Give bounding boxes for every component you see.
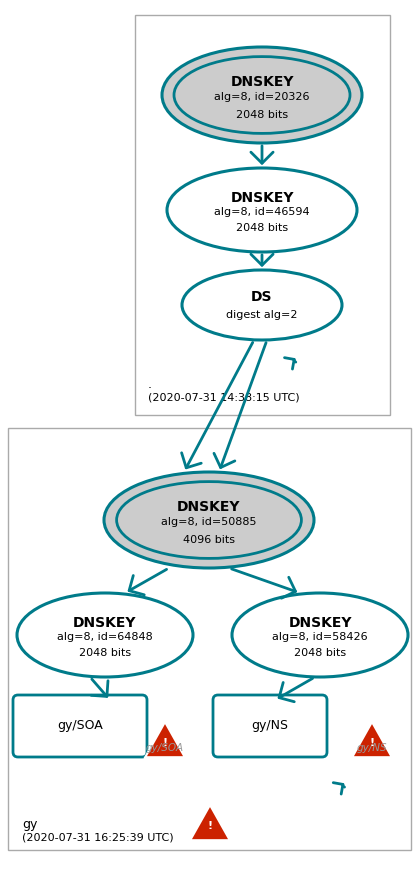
Ellipse shape <box>162 47 362 143</box>
Ellipse shape <box>167 168 357 252</box>
Text: !: ! <box>207 821 212 831</box>
Text: DNSKEY: DNSKEY <box>288 616 352 630</box>
Text: gy/SOA: gy/SOA <box>146 743 184 753</box>
Text: DNSKEY: DNSKEY <box>230 191 294 205</box>
Text: !: ! <box>163 738 168 748</box>
Polygon shape <box>352 722 392 757</box>
Text: (2020-07-31 14:38:15 UTC): (2020-07-31 14:38:15 UTC) <box>148 392 300 402</box>
FancyBboxPatch shape <box>213 695 327 757</box>
Text: 2048 bits: 2048 bits <box>79 647 131 658</box>
Text: 2048 bits: 2048 bits <box>236 222 288 233</box>
Text: .: . <box>148 378 152 391</box>
Text: 4096 bits: 4096 bits <box>183 535 235 545</box>
Ellipse shape <box>174 56 350 134</box>
FancyBboxPatch shape <box>13 695 147 757</box>
Text: alg=8, id=20326: alg=8, id=20326 <box>214 92 310 103</box>
Text: digest alg=2: digest alg=2 <box>226 310 298 320</box>
Ellipse shape <box>232 593 408 677</box>
Ellipse shape <box>116 481 301 559</box>
Ellipse shape <box>17 593 193 677</box>
Text: DNSKEY: DNSKEY <box>230 75 294 89</box>
Text: gy/SOA: gy/SOA <box>57 720 103 733</box>
Ellipse shape <box>104 472 314 568</box>
Text: 2048 bits: 2048 bits <box>236 110 288 120</box>
Text: gy/NS: gy/NS <box>251 720 289 733</box>
FancyBboxPatch shape <box>135 15 390 415</box>
Ellipse shape <box>182 270 342 340</box>
Text: DS: DS <box>251 290 273 304</box>
Text: !: ! <box>370 738 375 748</box>
Text: alg=8, id=46594: alg=8, id=46594 <box>214 207 310 217</box>
Text: gy: gy <box>22 818 37 831</box>
Text: (2020-07-31 16:25:39 UTC): (2020-07-31 16:25:39 UTC) <box>22 833 173 843</box>
FancyBboxPatch shape <box>8 428 411 850</box>
Polygon shape <box>145 722 185 757</box>
Text: DNSKEY: DNSKEY <box>177 500 241 514</box>
Text: alg=8, id=64848: alg=8, id=64848 <box>57 632 153 642</box>
Text: DNSKEY: DNSKEY <box>73 616 137 630</box>
Polygon shape <box>190 805 230 840</box>
Text: 2048 bits: 2048 bits <box>294 647 346 658</box>
Text: gy/NS: gy/NS <box>357 743 387 753</box>
Text: alg=8, id=50885: alg=8, id=50885 <box>161 517 257 527</box>
Text: alg=8, id=58426: alg=8, id=58426 <box>272 632 368 642</box>
